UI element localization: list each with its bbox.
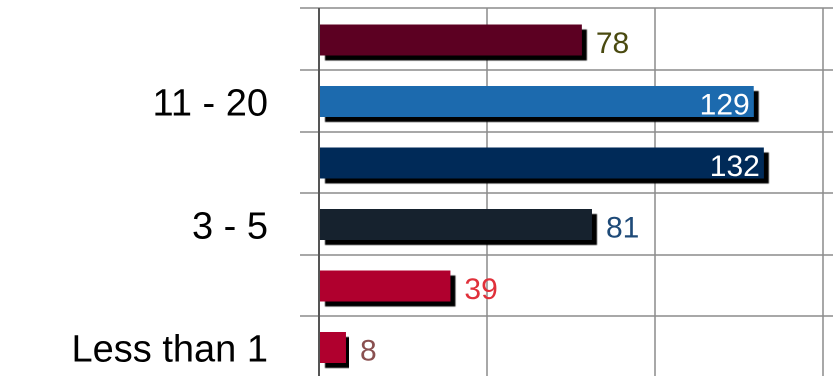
value-label-0: 78 [596, 27, 629, 60]
chart-value-labels: 78 129 132 81 39 8 [360, 27, 760, 368]
value-label-5: 8 [360, 335, 377, 368]
value-label-4: 39 [464, 273, 497, 306]
chart-gridlines [300, 7, 833, 376]
bar-4 [320, 270, 451, 302]
bar-0 [320, 24, 582, 56]
value-label-3: 81 [606, 212, 639, 245]
category-label-1: 11 - 20 [153, 83, 268, 125]
bar-3 [320, 209, 592, 240]
category-label-5: Less than 1 [72, 329, 268, 371]
bar-2 [320, 147, 764, 179]
chart-category-labels: 11 - 20 3 - 5 Less than 1 [72, 83, 268, 371]
bar-1 [320, 86, 754, 117]
category-label-3: 3 - 5 [192, 206, 268, 248]
value-label-1: 129 [700, 89, 750, 122]
value-label-2: 132 [710, 150, 760, 183]
bar-5 [320, 332, 346, 363]
chart-bars [320, 24, 764, 363]
